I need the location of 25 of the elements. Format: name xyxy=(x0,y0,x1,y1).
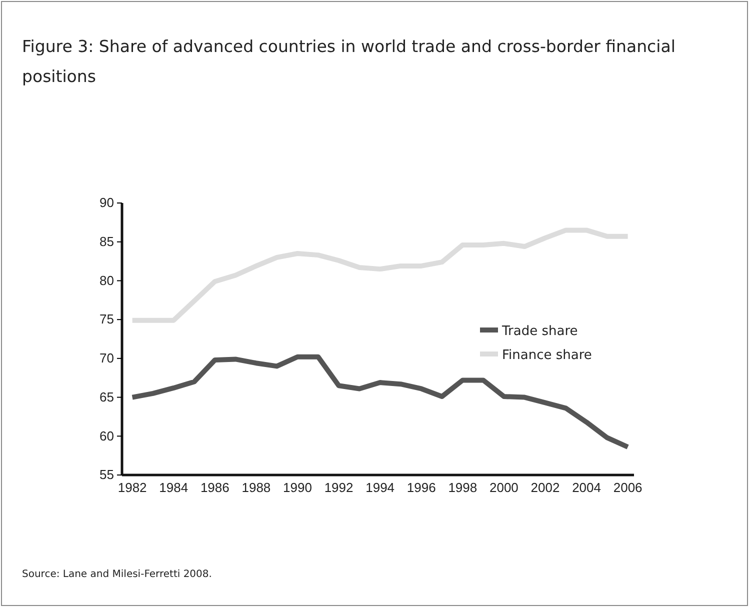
legend-label: Trade share xyxy=(501,324,578,339)
x-tick-label: 1992 xyxy=(324,480,354,496)
x-tick-label: 1984 xyxy=(159,480,188,496)
y-tick-label: 75 xyxy=(100,312,114,327)
x-tick-label: 2004 xyxy=(572,480,601,496)
x-tick-label: 1998 xyxy=(448,480,478,496)
x-tick-label: 1982 xyxy=(118,480,147,496)
y-tick-label: 70 xyxy=(100,350,114,366)
x-tick-label: 1994 xyxy=(366,480,395,496)
x-tick-label: 2006 xyxy=(613,480,642,496)
x-tick-label: 1990 xyxy=(283,480,312,496)
y-tick-label: 80 xyxy=(100,272,114,288)
x-tick-label: 2002 xyxy=(530,480,560,496)
y-tick-label: 55 xyxy=(100,467,114,482)
y-tick-label: 90 xyxy=(100,195,114,210)
legend-label: Finance share xyxy=(502,348,592,363)
y-tick-label: 65 xyxy=(100,389,114,404)
y-tick-label: 60 xyxy=(100,428,114,444)
x-tick-label: 2000 xyxy=(489,480,518,496)
chart-title: Figure 3: Share of advanced countries in world trade and cross-border financial positions xyxy=(22,37,676,86)
x-tick-label: 1988 xyxy=(242,480,271,496)
y-tick-label: 85 xyxy=(100,234,114,250)
x-tick-label: 1986 xyxy=(200,480,230,496)
source-note: Source: Lane and Milesi-Ferretti 2008. xyxy=(22,569,212,580)
x-tick-label: 1996 xyxy=(406,480,436,496)
